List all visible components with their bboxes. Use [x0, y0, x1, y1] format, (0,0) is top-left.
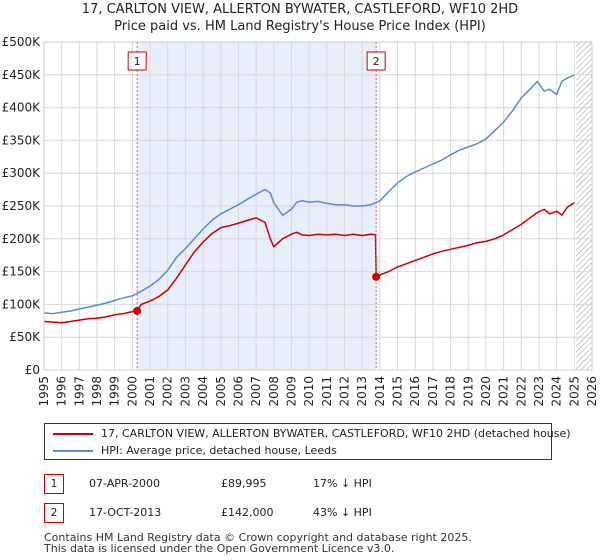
- x-tick-label: 2006: [231, 376, 245, 407]
- y-tick-label: £0: [25, 363, 40, 377]
- x-tick-label: 2002: [161, 376, 175, 407]
- x-tick-label: 2023: [532, 376, 546, 407]
- x-tick-label: 1995: [37, 376, 51, 407]
- x-tick-label: 2010: [302, 376, 316, 407]
- x-tick-label: 2019: [461, 376, 475, 407]
- legend-swatch-hpi: [53, 450, 93, 452]
- transaction-price: £142,000: [221, 506, 274, 519]
- footer: Contains HM Land Registry data © Crown c…: [44, 532, 594, 554]
- transaction-price: £89,995: [221, 477, 267, 490]
- sale-number-label: 1: [134, 55, 141, 68]
- y-tick-label: £500K: [2, 35, 42, 49]
- legend-label-property: 17, CARLTON VIEW, ALLERTON BYWATER, CAST…: [101, 427, 571, 440]
- y-tick-label: £100K: [2, 297, 42, 311]
- x-tick-label: 2012: [338, 376, 352, 407]
- x-tick-label: 2022: [514, 376, 528, 407]
- y-tick-label: £150K: [2, 265, 42, 279]
- x-tick-label: 2015: [391, 376, 405, 407]
- plot-frame: [43, 41, 593, 371]
- x-tick-label: 1998: [90, 376, 104, 407]
- x-tick-label: 2025: [567, 376, 581, 407]
- transaction-badge: 1: [44, 474, 64, 494]
- x-tick-label: 2008: [267, 376, 281, 407]
- series-line-hpi: [43, 74, 575, 315]
- x-tick-label: 2018: [444, 376, 458, 407]
- legend-label-hpi: HPI: Average price, detached house, Leed…: [101, 444, 337, 457]
- footer-line-2: This data is licensed under the Open Gov…: [44, 542, 395, 555]
- y-tick-label: £400K: [2, 101, 42, 115]
- x-tick-label: 2003: [178, 376, 192, 407]
- y-tick-label: £250K: [2, 199, 42, 213]
- x-tick-label: 2005: [214, 376, 228, 407]
- legend: 17, CARLTON VIEW, ALLERTON BYWATER, CAST…: [44, 423, 571, 460]
- x-tick-label: 2014: [373, 376, 387, 407]
- x-tick-label: 2000: [125, 376, 139, 407]
- x-tick-label: 1996: [55, 376, 69, 407]
- x-tick-label: 2017: [426, 376, 440, 407]
- x-tick-label: 2026: [585, 376, 599, 407]
- legend-swatch-property: [53, 433, 93, 435]
- sale-point: [133, 306, 142, 315]
- x-tick-label: 2013: [355, 376, 369, 407]
- x-tick-label: 2024: [550, 376, 564, 407]
- x-tick-label: 2021: [497, 376, 511, 407]
- y-tick-label: £200K: [2, 232, 42, 246]
- transaction-hpi-diff: 43% ↓ HPI: [313, 506, 372, 519]
- transaction-hpi-diff: 17% ↓ HPI: [313, 477, 372, 490]
- y-tick-label: £50K: [9, 330, 41, 344]
- y-tick-label: £300K: [2, 166, 42, 180]
- x-tick-label: 2011: [320, 376, 334, 407]
- sale-number-box: [127, 51, 147, 71]
- footer-line-1: Contains HM Land Registry data © Crown c…: [44, 531, 472, 544]
- sale-number-box: [366, 51, 386, 71]
- x-tick-label: 2004: [196, 376, 210, 407]
- x-tick-label: 2016: [408, 376, 422, 407]
- x-tick-label: 2020: [479, 376, 493, 407]
- price-chart: 1 2 £0 £50K £100K £150K £200K £250K £300K £350K £…: [2, 35, 599, 407]
- chart-title-line-1: 17, CARLTON VIEW, ALLERTON BYWATER, CAST…: [81, 2, 519, 17]
- x-tick-label: 2007: [249, 376, 263, 407]
- sale-number-label: 2: [373, 55, 380, 68]
- transaction-date: 17-OCT-2013: [89, 506, 162, 519]
- x-tick-label: 1999: [108, 376, 122, 407]
- chart-title: 17, CARLTON VIEW, ALLERTON BYWATER, CAST…: [0, 1, 600, 35]
- x-tick-label: 1997: [72, 376, 86, 407]
- sale-point: [372, 272, 381, 281]
- chart-title-line-2: Price paid vs. HM Land Registry's House …: [114, 19, 486, 34]
- transaction-badge: 2: [44, 503, 64, 523]
- transaction-date: 07-APR-2000: [89, 477, 161, 490]
- y-tick-label: £450K: [2, 68, 42, 82]
- x-tick-label: 2009: [284, 376, 298, 407]
- x-tick-label: 2001: [143, 376, 157, 407]
- y-tick-label: £350K: [2, 133, 42, 147]
